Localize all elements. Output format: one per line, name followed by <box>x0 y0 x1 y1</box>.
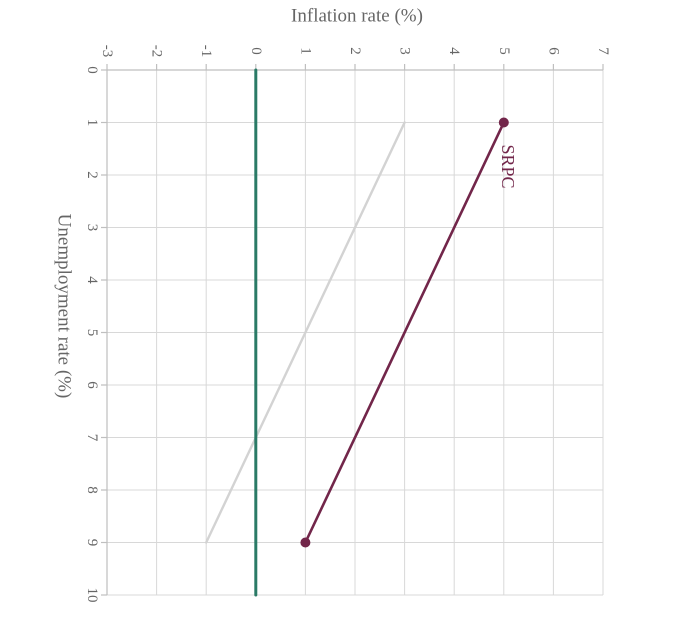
x-tick-label: 5 <box>84 329 100 337</box>
y-tick-label: 2 <box>347 47 363 55</box>
x-tick-label: 4 <box>84 276 100 284</box>
y-tick-label: -2 <box>149 45 165 58</box>
grid <box>107 70 604 596</box>
y-tick-label: 0 <box>248 47 264 55</box>
srpc-point <box>498 117 509 128</box>
y-tick-label: 1 <box>297 47 313 55</box>
y-tick-label: 7 <box>595 47 611 55</box>
srpc-point <box>300 537 311 548</box>
srpc-label: SRPC <box>498 144 518 188</box>
x-tick-label: 1 <box>84 119 100 127</box>
x-tick-label: 7 <box>84 434 100 442</box>
srpc-line <box>304 121 506 544</box>
axes <box>101 64 604 596</box>
series-layer <box>205 68 509 597</box>
y-tick-label: 4 <box>446 47 462 55</box>
x-tick-label: 9 <box>84 539 100 547</box>
labels: 0 1 2 3 4 5 6 7 8 9 10 -3 -2 -1 0 1 2 3 4 5 6 7 SRPC <box>84 45 611 603</box>
y-axis-title: Inflation rate (%) <box>291 6 423 27</box>
x-tick-label: 8 <box>84 486 100 494</box>
x-tick-label: 6 <box>84 381 100 389</box>
y-tick-label: 6 <box>545 47 561 55</box>
x-tick-label: 3 <box>84 224 100 232</box>
y-tick-label: -3 <box>99 45 115 58</box>
x-tick-label: 0 <box>84 66 100 74</box>
y-tick-label: 5 <box>496 47 512 55</box>
x-tick-label: 10 <box>84 588 100 603</box>
y-tick-label: 3 <box>397 47 413 55</box>
x-axis-title: Unemployment rate (%) <box>54 214 75 399</box>
x-tick-label: 2 <box>84 171 100 179</box>
previous-srpc-line <box>205 121 406 544</box>
y-tick-label: -1 <box>198 45 214 58</box>
